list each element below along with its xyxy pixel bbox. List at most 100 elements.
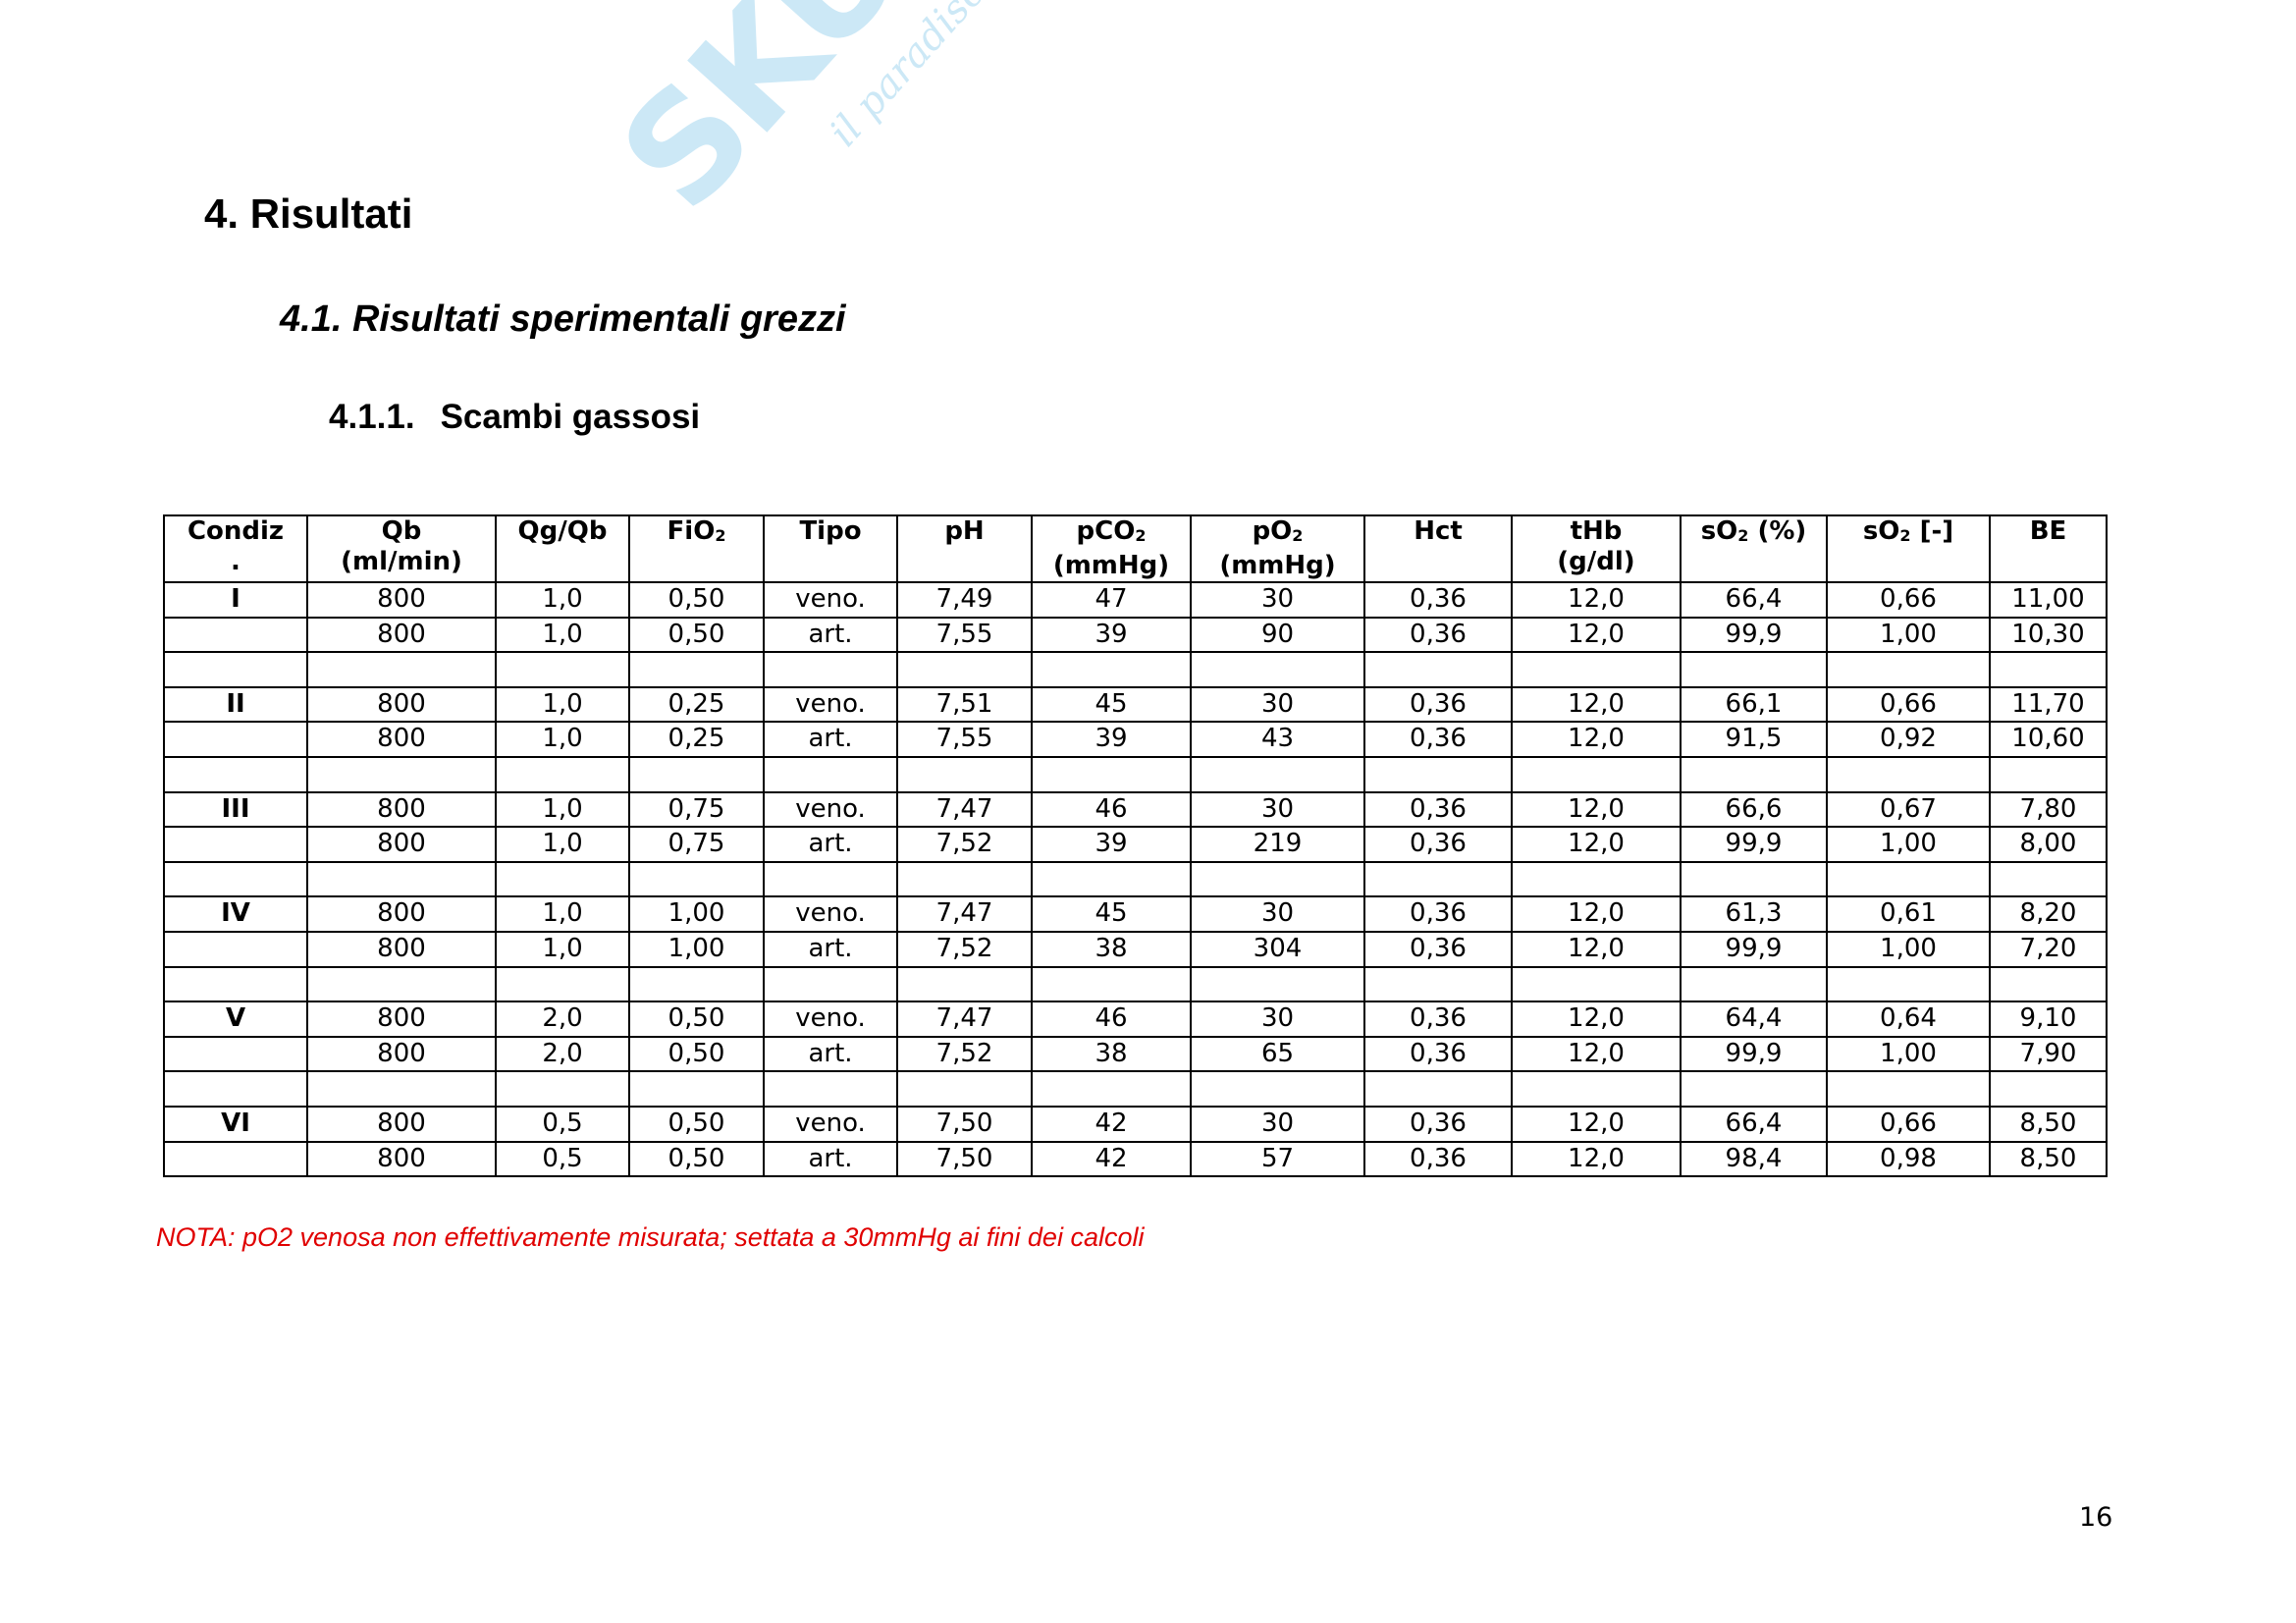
table-cell: 7,52	[896, 1035, 1033, 1073]
subsubsection-title: Scambi gassosi	[440, 398, 701, 436]
table-cell: 0,92	[1826, 721, 1991, 758]
table-cell: 1,0	[495, 826, 630, 863]
table-row: 800 1,0 0,75 art. 7,52 39 219 0,36 12,0 99,9 1,00 8…	[163, 826, 2108, 863]
table-cell	[1989, 1070, 2108, 1108]
table-row: V 800 2,0 0,50 veno. 7,47 46 30 0,36 12,0 64,4 0,64…	[163, 1001, 2108, 1038]
table-cell: veno.	[763, 790, 898, 829]
header-text: pO	[1252, 516, 1293, 546]
column-header: pO2 (mmHg)	[1190, 514, 1365, 583]
table-cell	[1826, 1070, 1991, 1108]
table-cell: 1,00	[1826, 1035, 1991, 1073]
table-row: III 800 1,0 0,75 veno. 7,47 46 30 0,36 12,0 66,6 0,…	[163, 790, 2108, 829]
table-cell: 47	[1031, 581, 1192, 619]
table-cell	[1989, 965, 2108, 1003]
table-cell	[1680, 651, 1828, 688]
table-cell: 0,50	[628, 1105, 765, 1143]
column-header: tHb (g/dl)	[1511, 514, 1682, 583]
table-cell	[306, 755, 497, 793]
condition-cell: V	[163, 1001, 308, 1038]
table-cell	[763, 860, 898, 898]
footnote: NOTA: pO2 venosa non effettivamente misu…	[156, 1222, 1145, 1252]
table-cell: art.	[763, 721, 898, 758]
table-cell: 61,3	[1680, 895, 1828, 933]
table-cell: 38	[1031, 1035, 1192, 1073]
header-text: Hct	[1414, 516, 1463, 546]
table-cell: 800	[306, 1105, 497, 1143]
table-cell: 1,0	[495, 721, 630, 758]
table-cell: art.	[763, 1140, 898, 1178]
header-subscript: 2	[1899, 526, 1911, 545]
table-cell: 7,49	[896, 581, 1033, 619]
table-cell	[495, 965, 630, 1003]
table-cell: 91,5	[1680, 721, 1828, 758]
column-header: Qg/Qb	[495, 514, 630, 583]
table-cell: 7,51	[896, 685, 1033, 724]
table-cell: 0,64	[1826, 1001, 1991, 1038]
table-cell: 1,00	[628, 930, 765, 968]
table-cell: 43	[1190, 721, 1365, 758]
table-cell: 12,0	[1511, 581, 1682, 619]
table-cell: 1,0	[495, 790, 630, 829]
table-cell	[1826, 860, 1991, 898]
table-cell: 99,9	[1680, 1035, 1828, 1073]
table-cell	[896, 755, 1033, 793]
header-unit: (g/dl)	[1557, 547, 1635, 576]
table-cell	[763, 965, 898, 1003]
table-cell	[1826, 651, 1991, 688]
table-cell	[896, 860, 1033, 898]
table-cell	[628, 965, 765, 1003]
table-cell: 0,36	[1363, 685, 1513, 724]
table-cell: 11,00	[1989, 581, 2108, 619]
table-row	[163, 860, 2108, 898]
table-cell: 10,30	[1989, 616, 2108, 654]
table-cell	[1511, 965, 1682, 1003]
header-text: Qg/Qb	[517, 516, 608, 546]
table-cell: 1,0	[495, 895, 630, 933]
table-cell: 39	[1031, 826, 1192, 863]
table-cell: 7,90	[1989, 1035, 2108, 1073]
table-cell: 12,0	[1511, 895, 1682, 933]
table-cell: 0,61	[1826, 895, 1991, 933]
header-unit: (mmHg)	[1219, 551, 1336, 580]
condition-cell	[163, 1070, 308, 1108]
column-header: pH	[896, 514, 1033, 583]
results-table: Condiz. Qb (ml/min) Qg/Qb FiO2 Tipo pH pCO2 (mmH…	[163, 514, 2108, 1178]
table-cell: 0,36	[1363, 1035, 1513, 1073]
header-unit: (mmHg)	[1052, 551, 1170, 580]
table-cell: 0,36	[1363, 1001, 1513, 1038]
table-row: II 800 1,0 0,25 veno. 7,51 45 30 0,36 12,0 66,1 0,6…	[163, 685, 2108, 724]
header-subscript: 2	[1737, 526, 1749, 545]
table-cell: veno.	[763, 895, 898, 933]
table-cell	[495, 651, 630, 688]
table-cell: 99,9	[1680, 826, 1828, 863]
table-cell: 99,9	[1680, 930, 1828, 968]
table-cell: 45	[1031, 895, 1192, 933]
table-cell	[763, 755, 898, 793]
table-cell: 7,55	[896, 721, 1033, 758]
table-cell: 0,25	[628, 685, 765, 724]
table-cell: 0,5	[495, 1105, 630, 1143]
table-cell: 12,0	[1511, 721, 1682, 758]
table-cell: 42	[1031, 1105, 1192, 1143]
table-cell	[1363, 860, 1513, 898]
condition-cell	[163, 755, 308, 793]
header-text: FiO	[667, 516, 716, 546]
column-header: Condiz.	[163, 514, 308, 583]
table-cell: 0,66	[1826, 581, 1991, 619]
table-cell: 1,00	[628, 895, 765, 933]
table-cell: 1,0	[495, 930, 630, 968]
table-cell: 7,50	[896, 1105, 1033, 1143]
table-cell: 7,50	[896, 1140, 1033, 1178]
table-row	[163, 965, 2108, 1003]
table-cell	[1363, 755, 1513, 793]
table-cell: 12,0	[1511, 790, 1682, 829]
table-row	[163, 1070, 2108, 1108]
condition-cell	[163, 826, 308, 863]
table-row: 800 2,0 0,50 art. 7,52 38 65 0,36 12,0 99,9 1,00 7,…	[163, 1035, 2108, 1073]
table-cell: veno.	[763, 685, 898, 724]
table-cell: 0,36	[1363, 721, 1513, 758]
table-cell: 7,47	[896, 790, 1033, 829]
header-unit: (ml/min)	[341, 547, 462, 576]
table-cell	[306, 1070, 497, 1108]
table-cell: 46	[1031, 1001, 1192, 1038]
